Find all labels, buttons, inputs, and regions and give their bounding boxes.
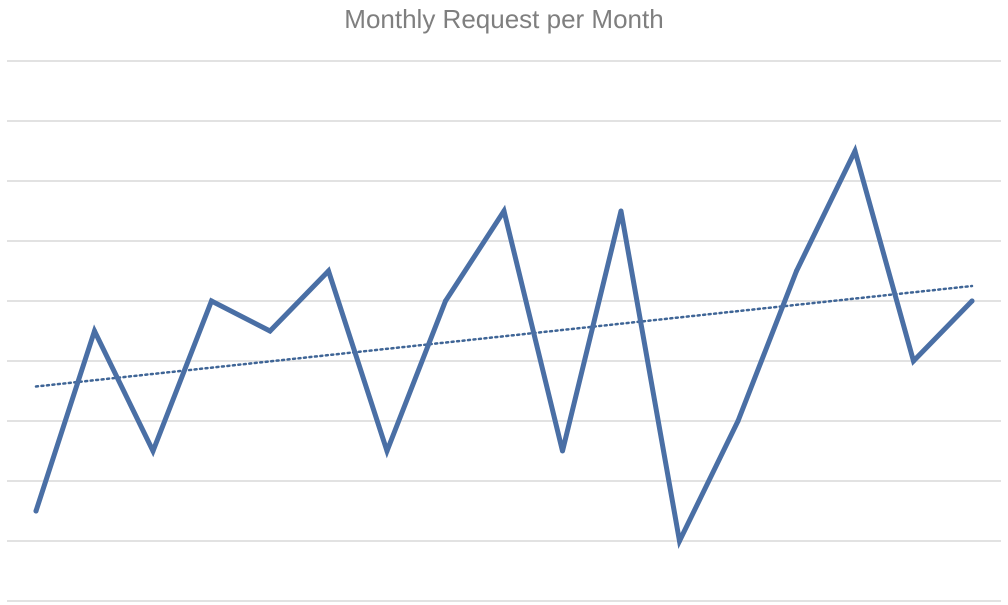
data-point <box>326 268 331 274</box>
data-point <box>794 268 799 274</box>
trendline <box>34 284 974 388</box>
data-point <box>969 298 975 304</box>
data-point <box>911 358 916 364</box>
trendline-group <box>34 284 974 388</box>
data-point <box>92 328 97 334</box>
series-group <box>33 143 975 550</box>
data-point <box>209 298 214 304</box>
chart-title: Monthly Request per Month <box>344 4 664 34</box>
data-point <box>560 448 565 454</box>
data-point <box>33 508 39 514</box>
data-point <box>501 208 507 214</box>
data-point <box>618 208 624 214</box>
data-point <box>735 418 741 424</box>
data-point <box>677 538 682 544</box>
data-point <box>384 448 390 454</box>
data-point <box>852 148 858 154</box>
data-point <box>150 448 156 454</box>
gridlines <box>7 60 1001 602</box>
data-point <box>443 298 448 304</box>
data-point <box>267 328 273 334</box>
